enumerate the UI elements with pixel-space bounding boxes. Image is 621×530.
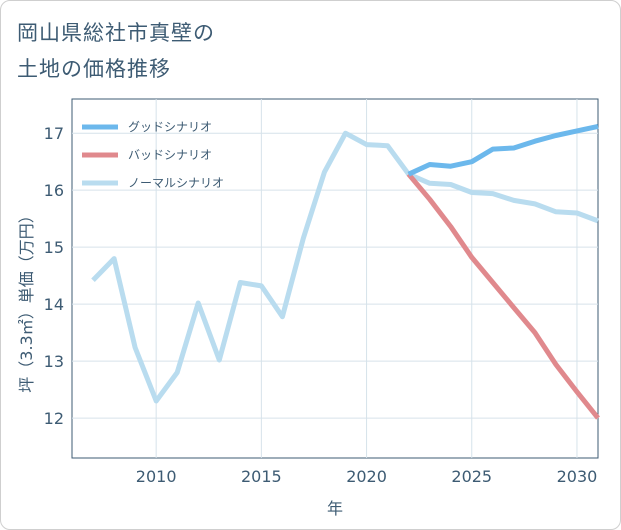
series-line-normal (91, 130, 599, 404)
plot-area-frame (71, 98, 599, 459)
y-tick-label-13: 13 (44, 352, 64, 371)
legend-label-bad: バッドシナリオ (128, 148, 212, 162)
tick-labels: 2010 2015 2020 2025 2030 12 13 14 15 16 17 (44, 124, 598, 486)
chart-title-line-1: 岡山県総社市真壁の (17, 21, 215, 45)
y-tick-label-15: 15 (44, 238, 64, 257)
series-line-bad (406, 172, 600, 420)
legend-label-good: グッドシナリオ (128, 120, 212, 134)
x-tick-label-2015: 2015 (241, 467, 282, 486)
y-tick-label-16: 16 (44, 181, 64, 200)
x-tick-label-2010: 2010 (136, 467, 177, 486)
x-axis-label: 年 (327, 499, 343, 518)
series-lines (91, 123, 600, 420)
y-axis-label: 坪（3.3㎡）単価（万円） (17, 207, 36, 392)
chart-title: 岡山県総社市真壁の 土地の価格推移 (17, 15, 215, 87)
x-tick-label-2030: 2030 (557, 467, 598, 486)
chart-title-line-2: 土地の価格推移 (17, 57, 171, 81)
x-tick-label-2025: 2025 (451, 467, 492, 486)
y-tick-label-12: 12 (44, 409, 64, 428)
y-tick-label-17: 17 (44, 124, 64, 143)
y-tick-label-14: 14 (44, 295, 64, 314)
x-tick-label-2020: 2020 (346, 467, 387, 486)
legend-label-normal: ノーマルシナリオ (128, 176, 224, 190)
series-line-good (407, 123, 599, 177)
